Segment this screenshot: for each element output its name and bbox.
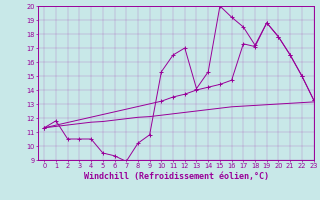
X-axis label: Windchill (Refroidissement éolien,°C): Windchill (Refroidissement éolien,°C) xyxy=(84,172,268,181)
